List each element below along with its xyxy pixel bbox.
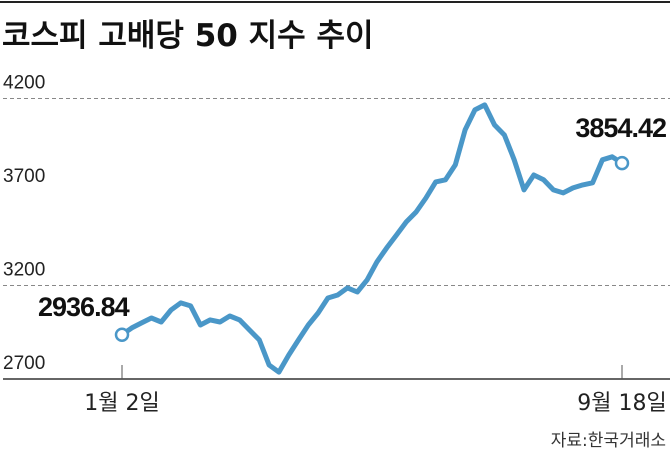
x-tick-label-end: 9월 18일 [577, 391, 666, 416]
start-value-label: 2936.84 [38, 292, 130, 322]
series-line [119, 102, 625, 375]
y-tick-label: 4200 [3, 73, 45, 94]
chart-title: 코스피 고배당 50 지수 추이 [2, 18, 374, 54]
y-tick-label: 3700 [3, 166, 45, 187]
y-tick-label: 3200 [3, 260, 45, 281]
source-note: 자료:한국거래소 [551, 431, 666, 451]
x-tick-label-start: 1월 2일 [84, 391, 159, 416]
y-tick-label: 2700 [3, 353, 45, 374]
start-point-marker [114, 327, 130, 342]
end-point-marker [614, 155, 630, 171]
end-value-label: 3854.42 [575, 113, 666, 143]
